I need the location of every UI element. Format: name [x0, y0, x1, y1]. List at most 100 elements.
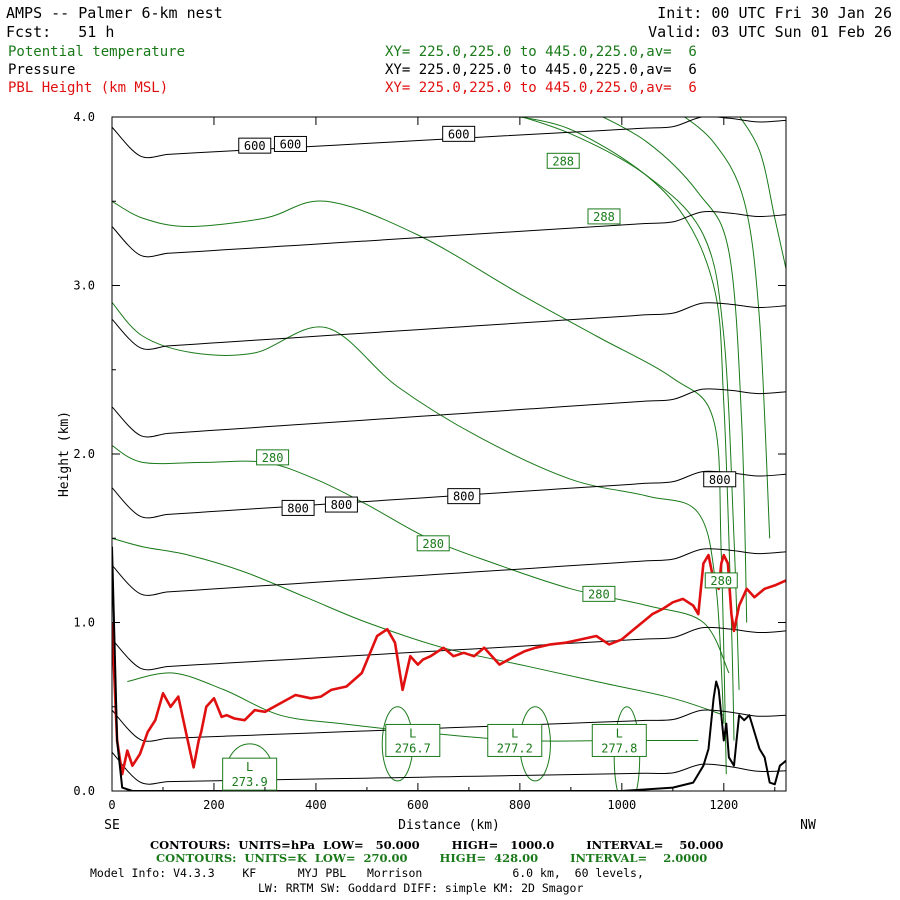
theta-label-text: 280: [710, 574, 732, 588]
y-tick-label: 0.0: [73, 784, 95, 798]
pressure-label-box: [273, 135, 307, 152]
pressure-contour-line: [112, 388, 786, 438]
terrain-line: [112, 546, 786, 791]
x-tick-label: 600: [407, 798, 429, 812]
pressure-label: 800: [281, 499, 315, 516]
pressure-label-box: [442, 125, 476, 142]
y-tick-label: 1.0: [73, 616, 95, 630]
right-end-label: NW: [800, 818, 816, 833]
theta-label-box: [416, 535, 450, 552]
pressure-label-text: 600: [244, 139, 266, 153]
pressure-label-text: 800: [453, 490, 475, 504]
theta-contour-line: [601, 117, 748, 623]
pressure-contour-line: [112, 302, 786, 350]
pressure-contours: [112, 117, 786, 785]
x-tick-label: 1200: [709, 798, 738, 812]
footer-pressure-contours: CONTOURS: UNITS=hPa LOW= 50.000 HIGH= 10…: [150, 838, 724, 852]
theta-low-marker: L: [511, 726, 518, 740]
y-tick-label: 2.0: [73, 447, 95, 461]
y-axis-label: Height (km): [57, 411, 72, 497]
theta-low-value: 273.9: [232, 775, 268, 789]
x-axis-label: Distance (km): [398, 818, 500, 833]
x-tick-label: 400: [305, 798, 327, 812]
x-tick-label: 200: [203, 798, 225, 812]
pbl-height-line: [112, 553, 786, 776]
pressure-label: 600: [238, 137, 272, 154]
theta-contour-line: [520, 117, 740, 690]
theta-contour-line: [516, 117, 735, 741]
theta-low-box: [591, 723, 647, 757]
field-theta-name: Potential temperature: [8, 44, 186, 60]
pressure-contour-line: [112, 548, 786, 596]
x-tick-label: 1000: [607, 798, 636, 812]
forecast-hour: Fcst: 51 h: [6, 23, 115, 41]
chart-title: AMPS -- Palmer 6-km nest: [6, 4, 223, 22]
theta-contour-line: [112, 445, 730, 674]
footer-theta-contours: CONTOURS: UNITS=K LOW= 270.00 HIGH= 428.…: [156, 851, 708, 865]
pressure-contour-line: [112, 709, 786, 742]
pressure-contour-line: [112, 210, 786, 258]
theta-label-box: [582, 585, 616, 602]
theta-label-box: [704, 572, 738, 589]
theta-contours: [112, 117, 786, 791]
theta-contour-line: [683, 117, 771, 539]
pressure-label-box: [238, 137, 272, 154]
theta-label-box: [256, 449, 290, 466]
pressure-label: 800: [447, 488, 481, 505]
pressure-label-text: 600: [448, 127, 470, 141]
theta-label: 280: [256, 449, 290, 466]
field-pbl-xy: XY= 225.0,225.0 to 445.0,225.0,av= 6: [385, 80, 697, 96]
theta-label: 280: [416, 535, 450, 552]
theta-contour-line: [112, 200, 727, 775]
theta-low-box: [385, 723, 441, 757]
theta-label-box: [546, 152, 580, 169]
pressure-label-box: [324, 496, 358, 513]
x-tick-label: 0: [108, 798, 115, 812]
pressure-label-text: 600: [280, 137, 302, 151]
valid-time: Valid: 03 UTC Sun 01 Feb 26: [648, 23, 892, 41]
theta-low-value: 277.8: [601, 741, 637, 755]
theta-label: 280: [704, 572, 738, 589]
contour-labels: 600 600 600 800 800 800 800 288 288 280 280 280 280 L…: [222, 125, 738, 791]
pressure-label-text: 800: [709, 473, 731, 487]
pressure-label-box: [281, 499, 315, 516]
theta-low-marker: L: [409, 726, 416, 740]
init-time: Init: 00 UTC Fri 30 Jan 26: [657, 4, 892, 22]
field-pressure-xy: XY= 225.0,225.0 to 445.0,225.0,av= 6: [385, 62, 697, 78]
field-theta-xy: XY= 225.0,225.0 to 445.0,225.0,av= 6: [385, 44, 697, 60]
theta-low-value: 276.7: [395, 741, 431, 755]
pressure-label: 600: [442, 125, 476, 142]
theta-low-value: 277.2: [497, 741, 533, 755]
theta-label-text: 288: [593, 210, 615, 224]
theta-low-box: [487, 723, 543, 757]
theta-low-marker: L: [616, 726, 623, 740]
theta-label-text: 280: [588, 587, 610, 601]
footer-physics-info: LW: RRTM SW: Goddard DIFF: simple KM: 2D…: [258, 881, 584, 895]
pressure-contour-line: [112, 751, 786, 785]
x-tick-label: 800: [509, 798, 531, 812]
pressure-label-text: 800: [287, 501, 309, 515]
theta-contour-line: [112, 302, 725, 724]
theta-contour-line: [739, 117, 786, 269]
series-lines: [112, 546, 786, 791]
y-tick-label: 4.0: [73, 110, 95, 124]
theta-label-box: [587, 208, 621, 225]
left-end-label: SE: [104, 818, 120, 833]
theta-label-text: 280: [262, 451, 284, 465]
theta-contour-line: [112, 537, 724, 716]
y-tick-label: 3.0: [73, 279, 95, 293]
pressure-label-box: [703, 471, 737, 488]
pressure-label: 800: [703, 471, 737, 488]
theta-label-text: 280: [422, 537, 444, 551]
footer-model-info: Model Info: V4.3.3 KF MYJ PBL Morrison 6…: [90, 866, 644, 880]
theta-label: 288: [546, 152, 580, 169]
field-pbl-name: PBL Height (km MSL): [8, 80, 169, 96]
theta-label: 288: [587, 208, 621, 225]
theta-low-box: [222, 757, 278, 791]
theta-low-marker: L: [246, 760, 253, 774]
